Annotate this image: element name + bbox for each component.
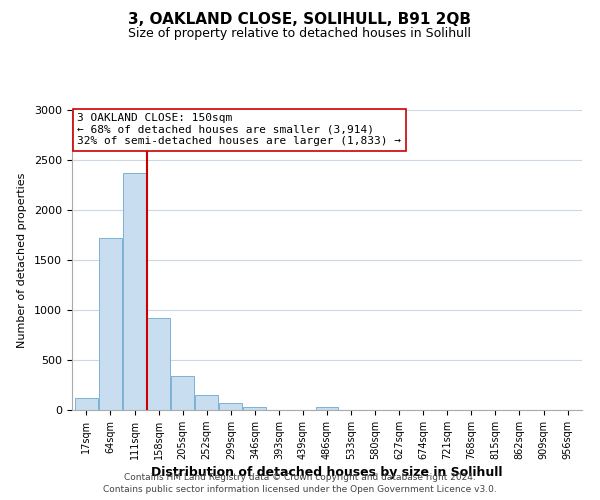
- Bar: [220, 402, 242, 410]
- Bar: [147, 318, 170, 410]
- Y-axis label: Number of detached properties: Number of detached properties: [17, 172, 27, 348]
- X-axis label: Distribution of detached houses by size in Solihull: Distribution of detached houses by size …: [151, 466, 503, 479]
- Bar: [123, 173, 146, 410]
- Bar: [195, 394, 218, 410]
- Text: 3, OAKLAND CLOSE, SOLIHULL, B91 2QB: 3, OAKLAND CLOSE, SOLIHULL, B91 2QB: [128, 12, 472, 28]
- Text: Size of property relative to detached houses in Solihull: Size of property relative to detached ho…: [128, 28, 472, 40]
- Bar: [99, 238, 122, 410]
- Bar: [244, 407, 266, 410]
- Bar: [316, 407, 338, 410]
- Text: Contains HM Land Registry data © Crown copyright and database right 2024.: Contains HM Land Registry data © Crown c…: [124, 472, 476, 482]
- Bar: [171, 376, 194, 410]
- Bar: [75, 398, 98, 410]
- Text: 3 OAKLAND CLOSE: 150sqm
← 68% of detached houses are smaller (3,914)
32% of semi: 3 OAKLAND CLOSE: 150sqm ← 68% of detache…: [77, 113, 401, 146]
- Text: Contains public sector information licensed under the Open Government Licence v3: Contains public sector information licen…: [103, 485, 497, 494]
